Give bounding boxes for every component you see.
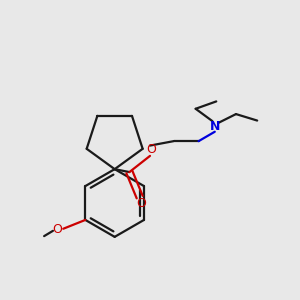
Text: N: N — [210, 120, 220, 133]
Text: O: O — [146, 143, 156, 157]
Text: O: O — [136, 197, 146, 210]
Text: O: O — [52, 223, 62, 236]
